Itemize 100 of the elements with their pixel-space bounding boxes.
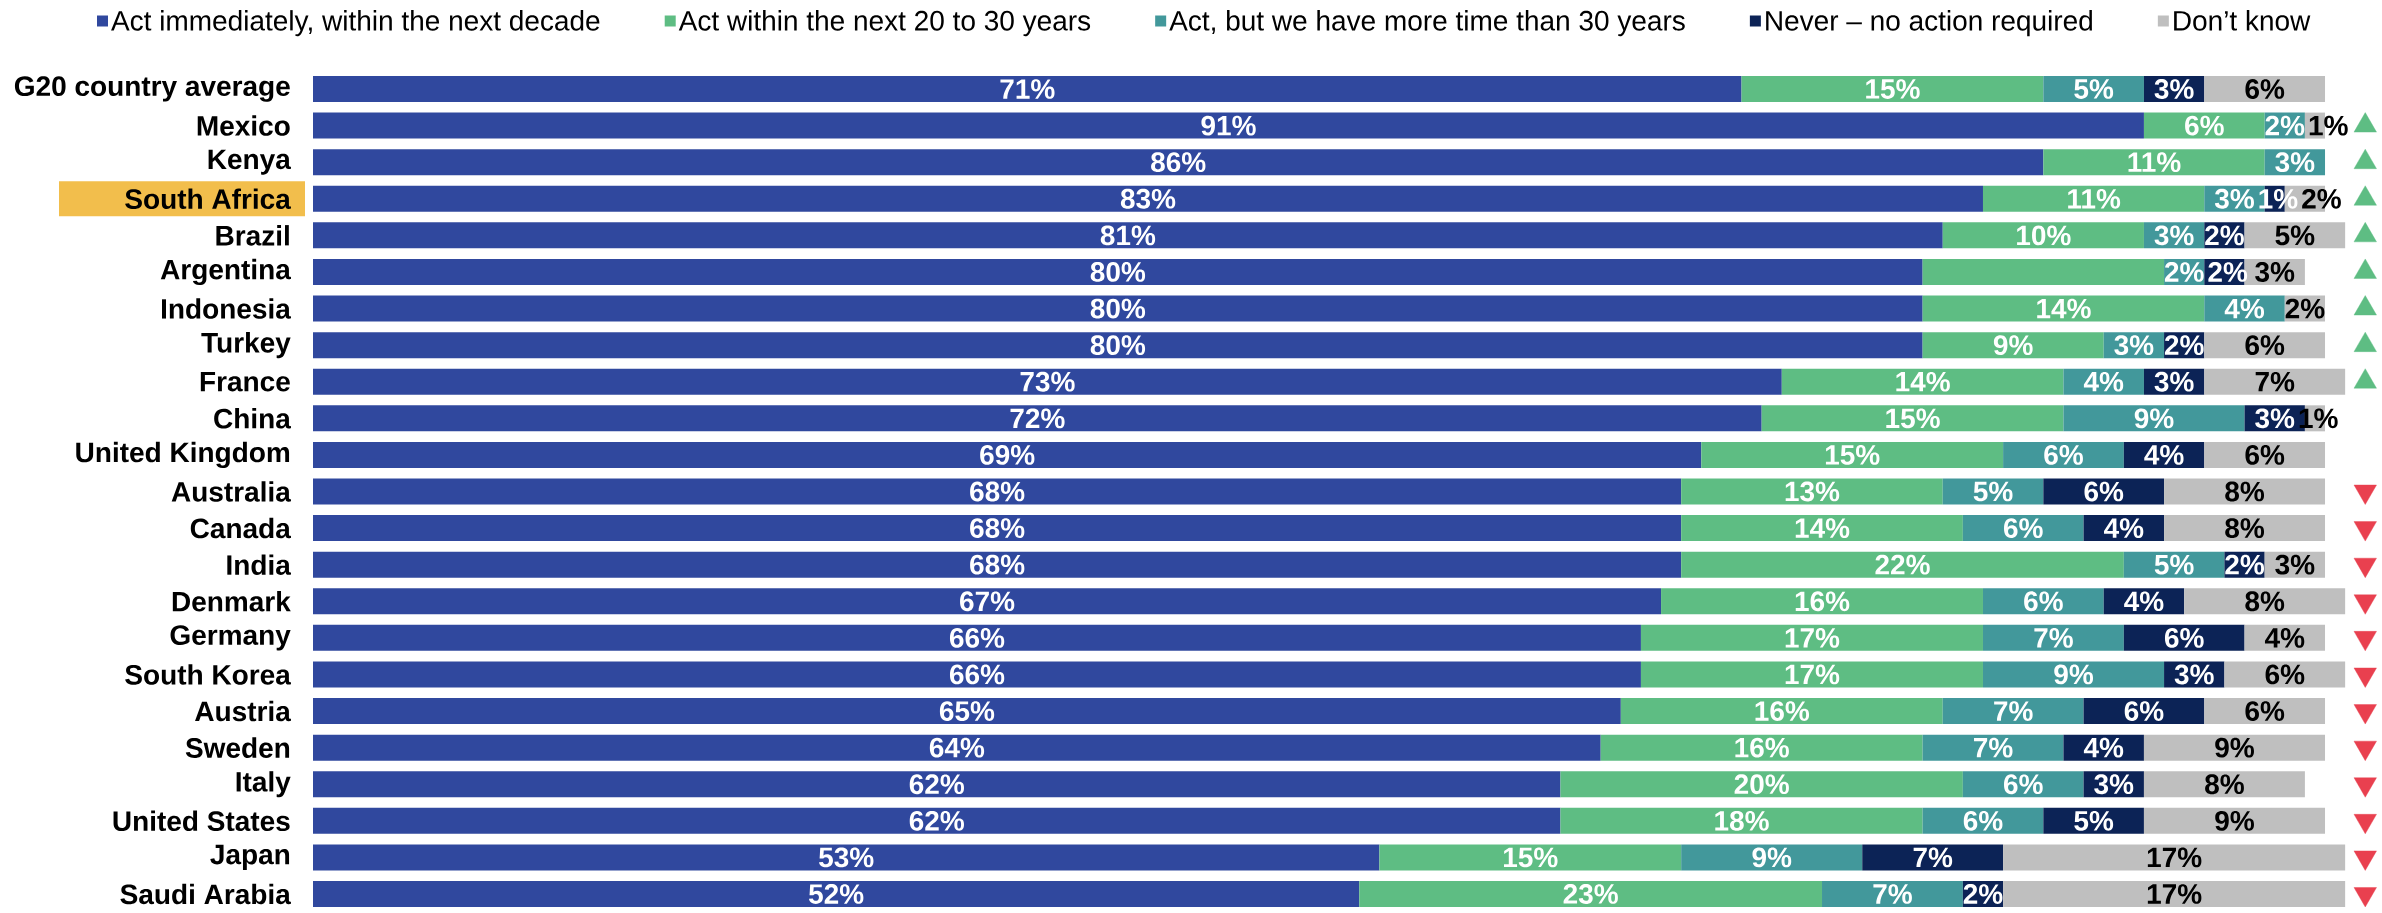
y-tick-label: Turkey xyxy=(201,332,291,359)
bar xyxy=(313,661,1641,688)
legend-label: Act immediately, within the next decade xyxy=(111,10,600,37)
data-label: 3% xyxy=(2214,188,2254,209)
bar xyxy=(313,441,1702,468)
y-tick-label: G20 country average xyxy=(14,76,290,102)
data-label: 6% xyxy=(2245,335,2285,356)
bar xyxy=(2143,734,2326,761)
data-label: 6% xyxy=(2245,79,2285,99)
data-label: 4% xyxy=(2264,628,2305,648)
data-label: 65% xyxy=(939,701,995,721)
data-label: 22% xyxy=(1875,554,1930,575)
y-tick-label: United States xyxy=(113,810,290,832)
data-label: 86% xyxy=(1151,152,1206,173)
data-label: 11% xyxy=(2068,188,2121,209)
data-label: 6% xyxy=(2004,518,2043,538)
data-label: 3% xyxy=(2255,408,2295,429)
data-label: 2% xyxy=(2205,225,2244,246)
bar xyxy=(1982,661,2165,688)
data-label: 80% xyxy=(1090,298,1146,319)
data-label: 7% xyxy=(2034,628,2073,648)
bar xyxy=(1620,698,1943,725)
data-label: 91% xyxy=(1201,115,1256,136)
data-label: 3% xyxy=(2275,152,2315,173)
bar xyxy=(313,771,1561,798)
data-label: 7% xyxy=(1974,737,2013,758)
data-label: 3% xyxy=(2255,262,2295,282)
data-label: 3% xyxy=(2154,79,2194,99)
data-label: 8% xyxy=(2245,591,2285,612)
legend-label: Act within the next 20 to 30 years xyxy=(678,10,1091,37)
data-label: 6% xyxy=(2185,115,2224,136)
data-label: 14% xyxy=(1896,371,1950,392)
data-label: 66% xyxy=(949,627,1005,648)
data-label: 83% xyxy=(1120,188,1176,209)
bar xyxy=(1862,844,2004,871)
y-tick-label: Germany xyxy=(170,625,291,651)
bar xyxy=(1681,515,1963,542)
bar xyxy=(1982,185,2205,212)
data-label: 52% xyxy=(808,884,864,904)
bar xyxy=(313,185,1983,212)
data-label: 4% xyxy=(2083,371,2124,392)
data-label: 9% xyxy=(1752,847,1792,868)
data-label: 62% xyxy=(909,810,964,831)
y-tick-label: Indonesia xyxy=(161,298,291,319)
bar xyxy=(313,551,1682,578)
data-label: 6% xyxy=(2245,701,2285,721)
data-label: 17% xyxy=(2147,847,2202,868)
bar xyxy=(2204,368,2346,395)
bar xyxy=(313,478,1682,505)
data-label: 2% xyxy=(2225,554,2265,575)
data-label: 7% xyxy=(1873,884,1912,904)
bar xyxy=(2003,881,2346,907)
y-tick-label: Canada xyxy=(190,517,291,539)
bar xyxy=(1681,478,1943,505)
data-label: 80% xyxy=(1090,335,1146,356)
data-label: 10% xyxy=(2017,225,2071,246)
data-label: 16% xyxy=(1755,701,1810,721)
data-label: 9% xyxy=(2215,737,2254,758)
bar xyxy=(313,734,1601,761)
data-label: 8% xyxy=(2225,481,2265,502)
data-label: 16% xyxy=(1735,737,1789,758)
data-label: 15% xyxy=(1886,408,1940,429)
bar xyxy=(1560,807,1923,834)
bar xyxy=(2164,515,2326,542)
bar xyxy=(313,368,1782,395)
data-label: 68% xyxy=(970,518,1025,538)
bar xyxy=(1661,588,1983,615)
data-label: 2% xyxy=(2302,188,2341,209)
y-tick-label: Mexico xyxy=(197,115,290,136)
legend-label: Never – no action required xyxy=(1766,10,2092,37)
data-label: 4% xyxy=(2083,737,2124,758)
data-label: 72% xyxy=(1010,408,1065,429)
bar xyxy=(1922,258,2165,285)
data-label: 17% xyxy=(1785,664,1840,685)
bar xyxy=(1942,698,2084,725)
data-label: 7% xyxy=(1994,701,2033,721)
data-label: 68% xyxy=(970,554,1025,575)
bar xyxy=(1681,551,2124,578)
data-label: 6% xyxy=(2084,481,2124,502)
data-label: 8% xyxy=(2205,774,2244,795)
data-label: 69% xyxy=(980,445,1035,465)
data-label: 4% xyxy=(2124,591,2164,612)
bar xyxy=(313,844,1380,871)
bar xyxy=(1822,881,1963,907)
bar xyxy=(1359,881,1823,907)
y-tick-label: China xyxy=(214,408,291,429)
data-label: 11% xyxy=(2128,152,2181,173)
legend-label: Act, but we have more time than 30 years xyxy=(1169,10,1685,37)
bar xyxy=(313,222,1943,249)
data-label: 7% xyxy=(1913,847,1953,868)
bar xyxy=(1560,771,1963,798)
data-label: 5% xyxy=(1973,481,2013,502)
bar xyxy=(1922,332,2104,359)
data-label: 9% xyxy=(2215,810,2254,831)
bar xyxy=(313,698,1621,725)
data-label: 5% xyxy=(2074,79,2114,99)
bar xyxy=(1681,844,1863,871)
data-label: 6% xyxy=(2004,774,2043,795)
data-label: 5% xyxy=(2154,554,2194,575)
data-label: 5% xyxy=(2275,225,2315,246)
